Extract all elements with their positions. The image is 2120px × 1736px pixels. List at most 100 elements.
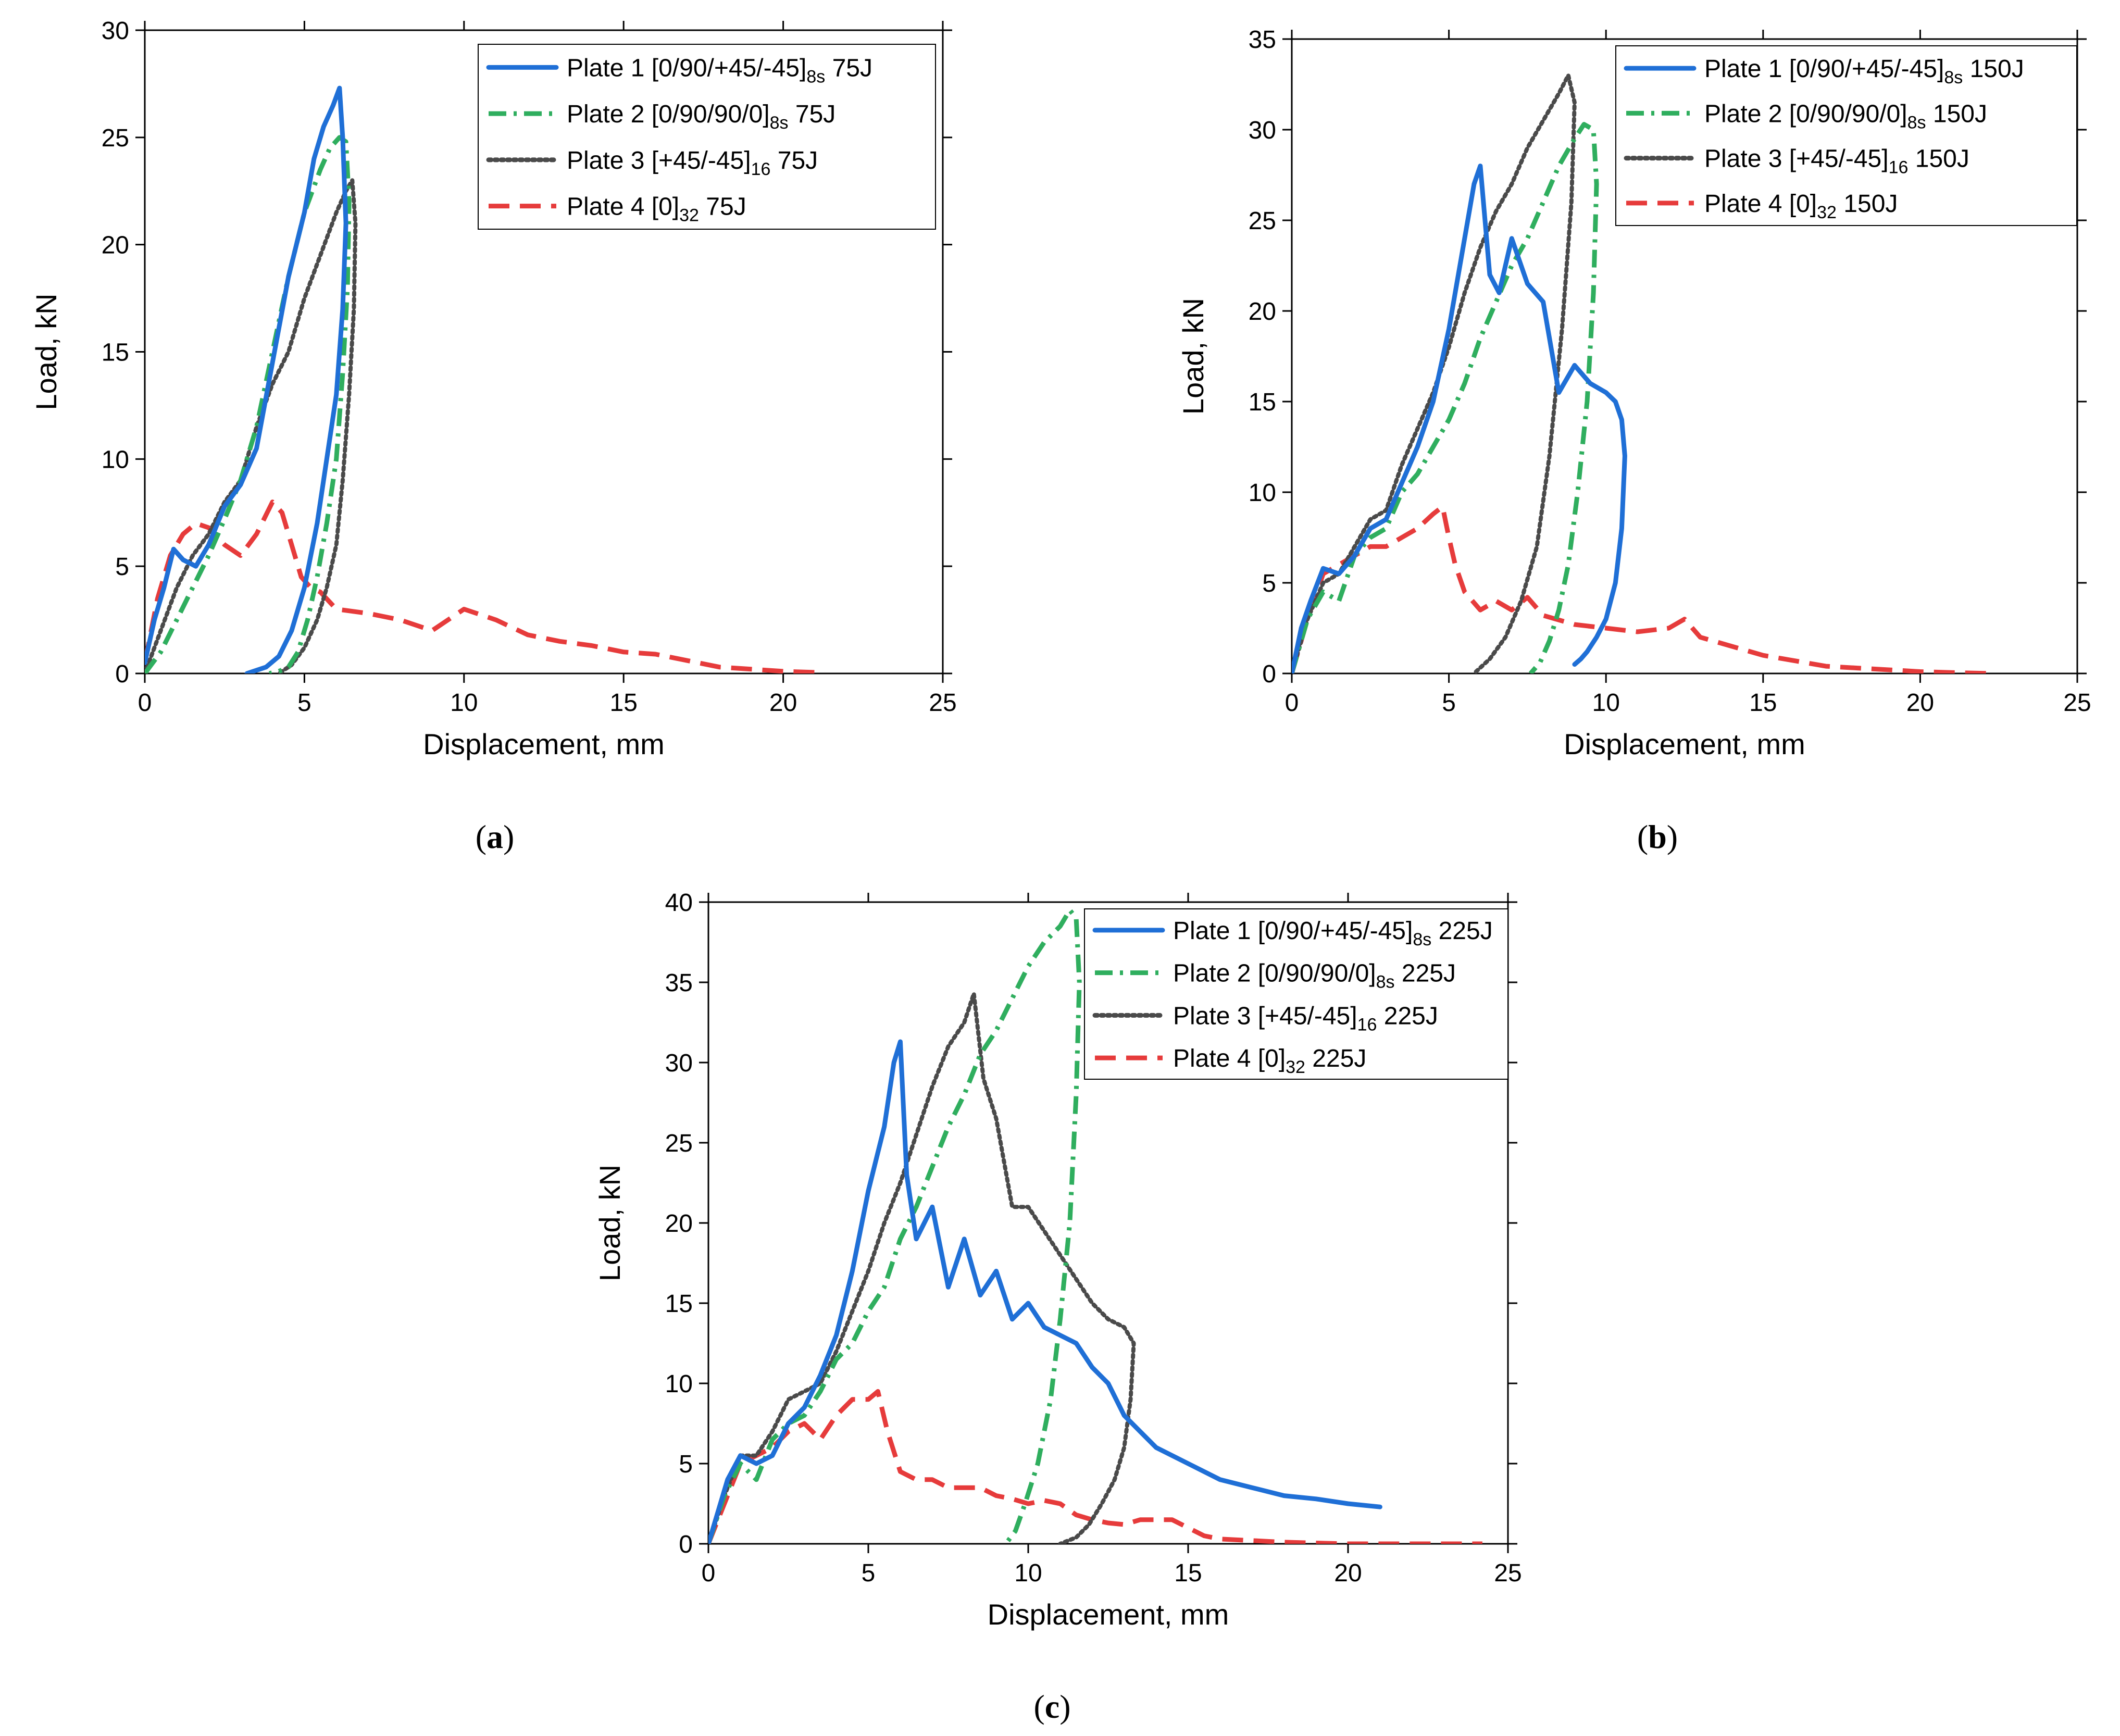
series-line-plate1 (145, 85, 348, 673)
y-tick-label: 5 (115, 553, 129, 581)
legend-energy: 150J (1926, 100, 1987, 128)
legend-energy: 225J (1395, 960, 1456, 988)
legend-name: Plate 3 [+45/-45] (567, 147, 751, 174)
legend-box (478, 44, 936, 230)
panel-a: 0 5 10 15 20 25 0 5 10 15 20 25 30 Displacement, mm Lo… (30, 17, 957, 760)
y-tick-label: 25 (665, 1130, 693, 1157)
y-tick-label: 20 (665, 1210, 693, 1238)
legend-subscript: 8s (770, 113, 789, 133)
legend-box (1084, 908, 1508, 1080)
legend-subscript: 8s (1907, 113, 1926, 132)
caption-a: (a) (475, 818, 515, 855)
series-line-plate2 (1292, 122, 1599, 673)
x-tick-label: 0 (1285, 689, 1299, 717)
legend-subscript: 32 (679, 206, 699, 226)
y-tick-label: 30 (665, 1050, 693, 1077)
legend-label-plate2: Plate 2 [0/90/90/0]8s 75J (567, 101, 835, 133)
series-line-plate4 (708, 1389, 1482, 1544)
legend-subscript: 8s (806, 67, 825, 86)
legend-label-plate3: Plate 3 [+45/-45]16 75J (567, 147, 818, 179)
series-line-plate3 (145, 178, 358, 673)
legend-label-plate1: Plate 1 [0/90/+45/-45]8s 225J (1173, 917, 1493, 950)
legend-name: Plate 2 [0/90/90/0] (567, 101, 770, 128)
legend-name: Plate 4 [0] (567, 193, 679, 221)
y-tick-label: 10 (102, 446, 129, 473)
x-axis-label: Displacement, mm (423, 728, 665, 760)
legend-subscript: 16 (751, 159, 771, 179)
legend-name: Plate 2 [0/90/90/0] (1704, 100, 1907, 128)
legend-name: Plate 1 [0/90/+45/-45] (567, 54, 806, 82)
y-tick-label: 30 (102, 17, 129, 45)
y-tick-label: 10 (665, 1370, 693, 1398)
x-tick-label: 25 (1494, 1559, 1522, 1587)
legend-name: Plate 1 [0/90/+45/-45] (1173, 917, 1413, 945)
legend-label-plate2: Plate 2 [0/90/90/0]8s 225J (1173, 960, 1456, 992)
legend-name: Plate 4 [0] (1173, 1045, 1286, 1072)
x-axis-label: Displacement, mm (1564, 728, 1805, 760)
y-tick-label: 0 (679, 1531, 693, 1558)
y-tick-label: 5 (679, 1451, 693, 1478)
x-tick-label: 10 (1014, 1559, 1042, 1587)
y-tick-label: 20 (102, 232, 129, 259)
x-tick-label: 20 (1334, 1559, 1362, 1587)
plot-frame (1291, 38, 2078, 675)
x-tick-label: 5 (862, 1559, 876, 1587)
y-tick-label: 35 (665, 969, 693, 997)
legend-energy: 75J (825, 54, 872, 82)
x-tick-label: 15 (1749, 689, 1777, 717)
legend-label-plate3: Plate 3 [+45/-45]16 150J (1704, 145, 1969, 178)
y-tick-label: 25 (1249, 207, 1276, 235)
x-tick-label: 5 (297, 689, 311, 717)
y-tick-label: 10 (1249, 479, 1276, 507)
y-axis-label: Load, kN (1177, 298, 1209, 415)
legend-energy: 150J (1908, 145, 1969, 173)
caption-b: (b) (1637, 818, 1678, 855)
legend-energy: 75J (699, 193, 746, 221)
legend-subscript: 8s (1944, 68, 1963, 88)
legend-subscript: 16 (1357, 1015, 1377, 1034)
y-tick-label: 35 (1249, 26, 1276, 54)
legend-label-plate1: Plate 1 [0/90/+45/-45]8s 75J (567, 54, 872, 86)
series-line-plate1 (708, 1039, 1382, 1544)
legend-label-plate3: Plate 3 [+45/-45]16 225J (1173, 1002, 1438, 1034)
y-tick-label: 15 (665, 1290, 693, 1318)
legend-energy: 150J (1837, 190, 1898, 218)
series-line-plate4 (145, 499, 825, 673)
y-tick-label: 40 (665, 889, 693, 917)
x-tick-label: 15 (1174, 1559, 1202, 1587)
y-tick-label: 30 (1249, 117, 1276, 144)
y-tick-label: 0 (115, 660, 129, 688)
series-line-plate3 (708, 991, 1136, 1544)
series-line-plate2 (708, 907, 1082, 1544)
legend-subscript: 32 (1286, 1057, 1305, 1077)
y-tick-label: 5 (1262, 570, 1276, 597)
legend-label-plate1: Plate 1 [0/90/+45/-45]8s 150J (1704, 55, 2024, 88)
legend-name: Plate 1 [0/90/+45/-45] (1704, 55, 1944, 83)
legend-energy: 225J (1305, 1045, 1366, 1072)
x-tick-label: 15 (610, 689, 638, 717)
panel-c: 0 5 10 15 20 25 0 5 10 15 20 25 30 35 40 Displacement, … (593, 889, 1522, 1631)
legend-label-plate4: Plate 4 [0]32 150J (1704, 190, 1898, 222)
legend-name: Plate 2 [0/90/90/0] (1173, 960, 1376, 988)
legend-energy: 75J (770, 147, 818, 174)
x-tick-label: 0 (138, 689, 152, 717)
legend-energy: 150J (1963, 55, 2024, 83)
x-tick-label: 20 (1906, 689, 1934, 717)
series-line-plate4 (1292, 504, 1993, 673)
legend-subscript: 8s (1413, 930, 1431, 950)
legend-label-plate4: Plate 4 [0]32 225J (1173, 1045, 1366, 1077)
panel-b: 0 5 10 15 20 25 0 5 10 15 20 25 30 35 Displacement, mm… (1177, 26, 2091, 760)
legend-subscript: 16 (1889, 158, 1909, 178)
y-tick-label: 15 (102, 339, 129, 367)
x-tick-label: 5 (1442, 689, 1456, 717)
y-axis-label: Load, kN (593, 1165, 626, 1281)
y-tick-label: 0 (1262, 660, 1276, 688)
legend-name: Plate 3 [+45/-45] (1704, 145, 1889, 173)
series-line-plate3 (1292, 73, 1577, 673)
x-axis-label: Displacement, mm (988, 1598, 1229, 1631)
legend-energy: 225J (1377, 1002, 1438, 1030)
legend-label-plate2: Plate 2 [0/90/90/0]8s 150J (1704, 100, 1987, 132)
